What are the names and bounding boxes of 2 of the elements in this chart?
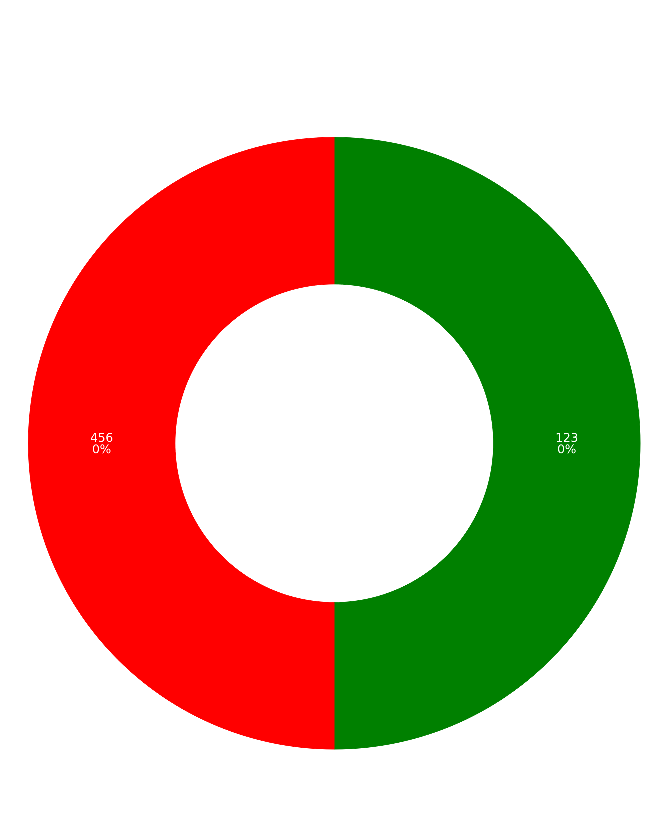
text: 123 0% bbox=[556, 431, 579, 456]
text: 456 0% bbox=[90, 431, 114, 456]
